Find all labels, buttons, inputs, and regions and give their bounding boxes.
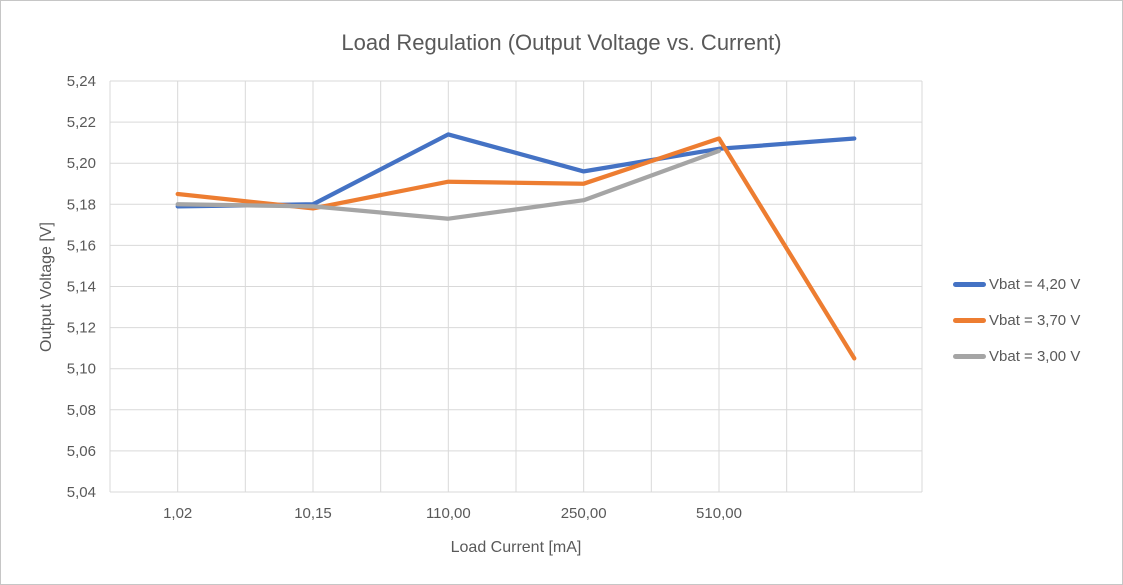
y-tick-label: 5,24 [67, 73, 96, 90]
x-axis-title: Load Current [mA] [450, 539, 582, 556]
legend-line-marker-icon [953, 318, 986, 323]
y-tick-label: 5,08 [67, 402, 96, 419]
chart-title: Load Regulation (Output Voltage vs. Curr… [341, 30, 782, 55]
x-tick-label: 10,15 [294, 505, 332, 522]
legend-label: Vbat = 3,70 V [989, 312, 1081, 329]
x-tick-label: 110,00 [426, 505, 471, 522]
y-axis-title: Output Voltage [V] [38, 222, 55, 352]
legend-label: Vbat = 4,20 V [989, 276, 1081, 293]
legend-label: Vbat = 3,00 V [989, 348, 1081, 365]
y-tick-label: 5,14 [67, 279, 96, 296]
legend-item-3: Vbat = 3,00 V [953, 346, 1080, 367]
legend-item-2: Vbat = 3,70 V [953, 310, 1080, 331]
x-tick-label: 510,00 [696, 505, 742, 522]
x-tick-label: 250,00 [561, 505, 607, 522]
legend-line-marker-icon [953, 282, 986, 287]
y-tick-label: 5,12 [67, 320, 96, 337]
y-tick-label: 5,16 [67, 237, 96, 254]
y-tick-label: 5,20 [67, 155, 96, 172]
x-tick-label: 1,02 [163, 505, 192, 522]
y-tick-label: 5,18 [67, 196, 96, 213]
legend-line-marker-icon [953, 354, 986, 359]
y-tick-label: 5,06 [67, 443, 96, 460]
y-tick-label: 5,04 [67, 484, 96, 501]
y-tick-label: 5,10 [67, 361, 96, 378]
legend: Vbat = 4,20 V Vbat = 3,70 V Vbat = 3,00 V [953, 274, 1080, 367]
series-line-3 [175, 148, 722, 221]
legend-item-1: Vbat = 4,20 V [953, 274, 1080, 295]
y-tick-label: 5,22 [67, 114, 96, 131]
